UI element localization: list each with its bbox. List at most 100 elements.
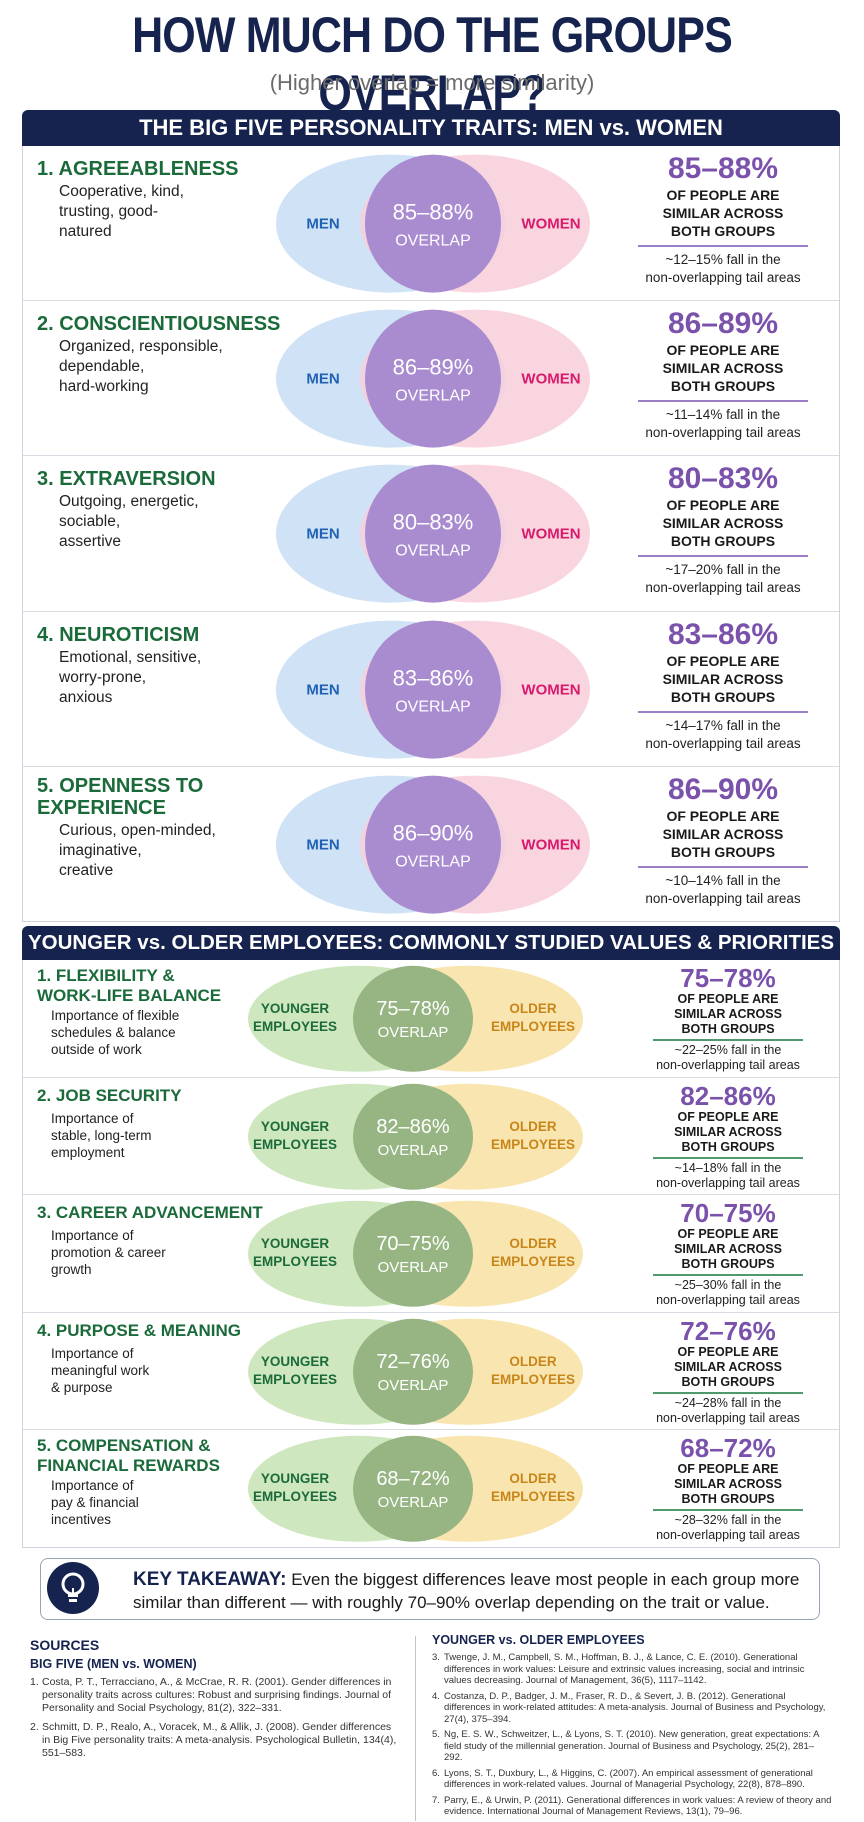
younger-label: YOUNGER (261, 1236, 329, 1251)
venn-diagram: MEN WOMEN 86–90% OVERLAP (273, 769, 593, 920)
stat-block: 86–89% OF PEOPLE ARE SIMILAR ACROSS BOTH GR… (623, 307, 823, 442)
trait-description-line: Emotional, sensitive, (59, 648, 202, 666)
stat-label-line: SIMILAR ACROSS (662, 670, 784, 687)
overlap-word: OVERLAP (378, 1024, 449, 1041)
source-number: 4. (432, 1690, 440, 1702)
stat-rule (653, 1274, 803, 1277)
women-label: WOMEN (521, 371, 580, 388)
stat-note-line: non-overlapping tail areas (645, 735, 801, 751)
stat-label: OF PEOPLE ARE SIMILAR ACROSS BOTH GROUPS (633, 1462, 823, 1507)
trait-title-line: EXPERIENCE (37, 796, 166, 819)
value-title: 1. FLEXIBILITY & WORK-LIFE BALANCE (37, 966, 221, 1006)
overlap-region (365, 309, 501, 448)
trait-row: 4. NEUROTICISM Emotional, sensitive, worry… (23, 612, 839, 767)
big-five-header: THE BIG FIVE PERSONALITY TRAITS: MEN vs.… (22, 110, 840, 146)
older-label: EMPLOYEES (491, 1489, 575, 1504)
trait-description-line: trusting, good- (59, 203, 159, 220)
venn-svg: YOUNGER EMPLOYEES OLDER EMPLOYEES 70–75% OVER… (248, 1200, 583, 1307)
stat-note-line: ~10–14% fall in the (665, 872, 781, 888)
value-description: Importance of stable, long-term employment (51, 1110, 152, 1161)
stat-value: 70–75% (680, 1198, 776, 1229)
stat-note: ~22–25% fall in the non-overlapping tail … (633, 1043, 823, 1073)
older-label: EMPLOYEES (491, 1372, 575, 1387)
trait-row: 3. EXTRAVERSION Outgoing, energetic, socia… (23, 456, 839, 612)
overlap-word: OVERLAP (395, 388, 471, 405)
overlap-region (365, 464, 501, 603)
stat-block: 72–76% OF PEOPLE ARE SIMILAR ACROSS BOTH GR… (633, 1317, 823, 1426)
older-label: OLDER (509, 1354, 556, 1369)
stat-label-line: SIMILAR ACROSS (674, 1124, 782, 1139)
stat-note: ~17–20% fall in the non-overlapping tail … (623, 561, 823, 597)
overlap-value: 83–86% (393, 665, 474, 690)
value-description: Importance of promotion & career growth (51, 1227, 166, 1278)
sources-left: SOURCES BIG FIVE (MEN vs. WOMEN) 1. Costa… (30, 1636, 400, 1766)
value-title-line: 3. CAREER ADVANCEMENT (37, 1203, 263, 1223)
stat-label-line: BOTH GROUPS (681, 1374, 775, 1389)
stat-value: 82–86% (680, 1080, 776, 1111)
stat-block: 75–78% OF PEOPLE ARE SIMILAR ACROSS BOTH GR… (633, 964, 823, 1073)
stat-note-line: non-overlapping tail areas (656, 1293, 800, 1308)
older-label: OLDER (509, 1236, 556, 1251)
younger-label: EMPLOYEES (253, 1254, 337, 1269)
older-label: OLDER (509, 1118, 556, 1133)
stat-label-line: OF PEOPLE ARE (677, 1227, 779, 1242)
stat-label-line: SIMILAR ACROSS (662, 360, 784, 377)
overlap-word: OVERLAP (395, 543, 471, 560)
value-description: Importance of flexible schedules & balanc… (51, 1007, 179, 1058)
source-number: 3. (432, 1652, 440, 1663)
overlap-region (353, 1083, 473, 1190)
venn-diagram: YOUNGER EMPLOYEES OLDER EMPLOYEES 82–86% OVER… (243, 1080, 593, 1194)
stat-label-line: BOTH GROUPS (670, 688, 776, 705)
trait-title: 3. EXTRAVERSION (37, 468, 216, 490)
source-item: 7. Parry, E., & Urwin, P. (2011). Generat… (432, 1795, 832, 1818)
younger-label: EMPLOYEES (253, 1489, 337, 1504)
value-description-line: Importance of (51, 1478, 134, 1494)
younger-label: EMPLOYEES (253, 1372, 337, 1387)
stat-note-line: non-overlapping tail areas (656, 1058, 800, 1072)
stat-label-line: OF PEOPLE ARE (666, 652, 780, 669)
source-number: 2. (30, 1721, 39, 1733)
stat-note-line: ~12–15% fall in the (665, 252, 781, 267)
page-title: HOW MUCH DO THE GROUPS OVERLAP? (132, 7, 733, 121)
stat-label-line: BOTH GROUPS (670, 223, 776, 239)
stat-block: 82–86% OF PEOPLE ARE SIMILAR ACROSS BOTH GR… (633, 1082, 823, 1191)
women-label: WOMEN (521, 526, 580, 543)
source-number: 5. (432, 1729, 440, 1740)
venn-svg: MEN WOMEN 86–89% OVERLAP (276, 309, 590, 448)
stat-block: 80–83% OF PEOPLE ARE SIMILAR ACROSS BOTH GR… (623, 462, 823, 597)
trait-title-line: 3. EXTRAVERSION (37, 468, 216, 491)
trait-description-line: natured (59, 223, 112, 240)
stat-value: 86–89% (667, 307, 779, 341)
stat-note: ~14–18% fall in the non-overlapping tail … (633, 1161, 823, 1191)
value-title-line: FINANCIAL REWARDS (37, 1456, 220, 1476)
stat-note-line: ~14–18% fall in the (674, 1160, 782, 1175)
younger-label: YOUNGER (261, 1001, 329, 1016)
women-label: WOMEN (521, 216, 580, 233)
stat-note-line: ~22–25% fall in the (674, 1043, 782, 1057)
stat-note-line: non-overlapping tail areas (656, 1410, 800, 1425)
source-number: 1. (30, 1676, 39, 1688)
men-label: MEN (306, 216, 339, 233)
takeaway-body: Even the biggest differences leave most … (133, 1570, 800, 1612)
source-text: Schmitt, D. P., Realo, A., Voracek, M., … (42, 1721, 397, 1759)
stat-rule (638, 710, 808, 713)
overlap-region (353, 1200, 473, 1307)
value-row: 2. JOB SECURITY Importance of stable, long… (23, 1078, 839, 1196)
women-label: WOMEN (521, 836, 580, 853)
lightbulb-icon (47, 1562, 99, 1614)
overlap-word: OVERLAP (395, 233, 471, 250)
value-description-line: outside of work (51, 1042, 142, 1057)
venn-svg: YOUNGER EMPLOYEES OLDER EMPLOYEES 82–86% OVER… (248, 1083, 583, 1190)
source-text: Ng, E. S. W., Schweitzer, L., & Lyons, S… (444, 1729, 819, 1763)
stat-note-line: ~24–28% fall in the (674, 1395, 782, 1410)
stat-note: ~28–32% fall in the non-overlapping tail … (633, 1513, 823, 1543)
trait-description: Organized, responsible, dependable, hard-w… (59, 337, 223, 397)
source-text: Costa, P. T., Terracciano, A., & McCrae,… (42, 1676, 392, 1714)
younger-label: YOUNGER (261, 1118, 329, 1133)
employees-section: 1. FLEXIBILITY & WORK-LIFE BALANCE Importa… (22, 960, 840, 1548)
value-description-line: Importance of (51, 1228, 134, 1244)
trait-description-line: anxious (59, 688, 113, 706)
stat-label-line: OF PEOPLE ARE (666, 497, 780, 514)
trait-description-line: Curious, open-minded, (59, 821, 216, 839)
